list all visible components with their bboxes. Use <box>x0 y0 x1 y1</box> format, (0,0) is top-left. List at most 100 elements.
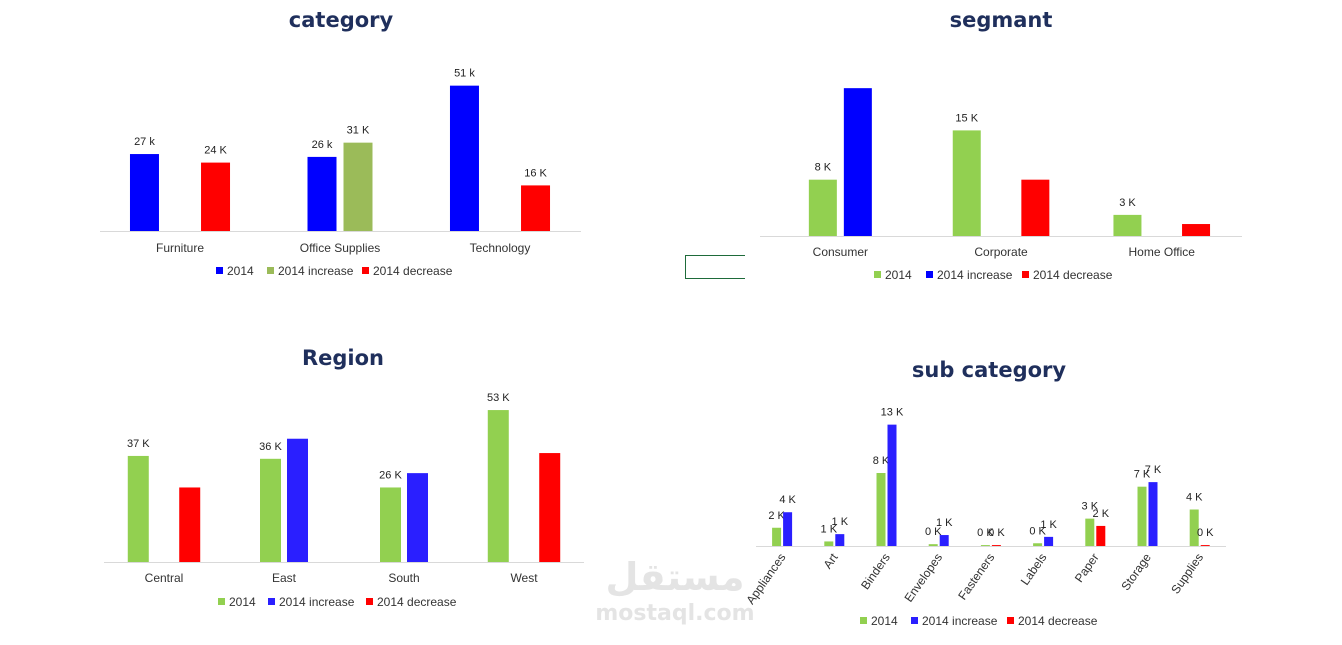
bar-subcategory-supplies-2014 <box>1189 509 1199 546</box>
data-label-subcategory-art-2014: 1 K <box>821 523 838 535</box>
data-label-subcategory-labels-2014-increase: 1 K <box>1040 519 1057 531</box>
data-label-subcategory-binders-2014: 8 K <box>873 455 890 467</box>
category-label-category-technology: Technology <box>470 241 531 255</box>
data-label-subcategory-fasteners-2014: 0 K <box>977 527 994 539</box>
legend-label-region-2014: 2014 <box>229 595 256 609</box>
category-svg: category 27 k 24 K Furniture 26 k 31 K Office … <box>100 8 581 278</box>
legend-swatch-subcategory-2014-increase <box>911 617 918 624</box>
category-label-segment-consumer: Consumer <box>813 245 868 259</box>
bar-subcategory-labels-2014-increase <box>1044 536 1054 546</box>
bar-segment-consumer-2014 <box>808 179 837 236</box>
data-label-subcategory-appliances-2014: 2 K <box>768 510 785 522</box>
bar-region-west-2014 <box>487 410 509 562</box>
bar-subcategory-art-2014 <box>824 541 834 546</box>
selection-frame <box>685 255 745 279</box>
category-label-subcategory-paper: Paper <box>1072 551 1102 585</box>
legend-swatch-subcategory-2014-decrease <box>1007 617 1014 624</box>
region-title: Region <box>302 346 384 370</box>
data-label-region-west-2014: 53 K <box>487 392 510 404</box>
bar-category-furniture-2014 <box>129 154 159 231</box>
bar-region-east-2014-increase <box>287 438 308 562</box>
bar-segment-home-office-2014-decrease <box>1182 224 1211 236</box>
category-label-region-east: East <box>272 571 297 585</box>
category-label-category-office-supplies: Office Supplies <box>300 241 381 255</box>
data-label-subcategory-fasteners-2014-decrease: 0 K <box>988 527 1005 539</box>
bar-region-west-2014-decrease <box>539 453 561 562</box>
legend-swatch-segment-2014-decrease <box>1022 271 1029 278</box>
data-label-subcategory-envelopes-2014-increase: 1 K <box>936 517 953 529</box>
legend-label-segment-2014-increase: 2014 increase <box>937 268 1013 282</box>
bar-subcategory-fasteners-2014 <box>980 545 990 546</box>
bar-subcategory-envelopes-2014-increase <box>939 535 949 546</box>
data-label-subcategory-labels-2014: 0 K <box>1029 525 1046 537</box>
legend-label-category-2014: 2014 <box>227 264 254 278</box>
bar-segment-consumer-2014-increase <box>843 88 872 236</box>
category-label-subcategory-fasteners: Fasteners <box>955 551 997 603</box>
watermark-logo: مستقل mostaql.com <box>595 555 755 626</box>
data-label-segment-home-office-2014: 3 K <box>1119 197 1136 209</box>
category-label-subcategory-art: Art <box>820 550 841 571</box>
category-label-subcategory-binders: Binders <box>858 551 893 592</box>
chart-segment: segmant 8 K Consumer 15 K Corporate 3 K Home O… <box>660 0 1342 300</box>
bar-subcategory-art-2014-increase <box>835 534 845 546</box>
bar-subcategory-appliances-2014 <box>772 527 782 546</box>
bar-subcategory-storage-2014-increase <box>1148 482 1158 546</box>
bar-segment-corporate-2014 <box>952 130 981 236</box>
legend-label-subcategory-2014-decrease: 2014 decrease <box>1018 614 1098 628</box>
bar-category-technology-2014 <box>449 85 479 232</box>
bar-region-south-2014 <box>380 487 401 562</box>
category-label-region-central: Central <box>145 571 184 585</box>
data-label-subcategory-storage-2014: 7 K <box>1134 469 1151 481</box>
data-label-subcategory-supplies-2014: 4 K <box>1186 492 1203 504</box>
legend-swatch-category-2014-decrease <box>362 267 369 274</box>
data-label-category-office-supplies-2014-increase: 31 K <box>347 125 370 137</box>
legend-swatch-segment-2014-increase <box>926 271 933 278</box>
data-label-subcategory-paper-2014: 3 K <box>1082 501 1099 513</box>
legend-label-category-2014-increase: 2014 increase <box>278 264 354 278</box>
legend-label-region-2014-increase: 2014 increase <box>279 595 355 609</box>
data-label-subcategory-paper-2014-decrease: 2 K <box>1093 508 1110 520</box>
legend-label-segment-2014: 2014 <box>885 268 912 282</box>
bar-subcategory-binders-2014 <box>876 473 886 546</box>
bar-subcategory-binders-2014-increase <box>887 424 897 546</box>
legend-swatch-region-2014 <box>218 598 225 605</box>
legend-swatch-segment-2014 <box>874 271 881 278</box>
legend-label-subcategory-2014: 2014 <box>871 614 898 628</box>
category-label-region-south: South <box>388 571 419 585</box>
subcategory-title: sub category <box>912 358 1067 382</box>
legend-swatch-region-2014-decrease <box>366 598 373 605</box>
bar-category-office-supplies-2014 <box>307 156 337 231</box>
category-label-segment-corporate: Corporate <box>974 245 1028 259</box>
bar-region-south-2014-increase <box>407 473 428 562</box>
category-label-subcategory-envelopes: Envelopes <box>902 551 946 605</box>
bar-subcategory-fasteners-2014-decrease <box>991 545 1001 546</box>
data-label-subcategory-appliances-2014-increase: 4 K <box>779 494 796 506</box>
data-label-category-furniture-2014: 27 k <box>134 136 155 148</box>
bar-region-east-2014 <box>260 458 281 562</box>
category-label-subcategory-supplies: Supplies <box>1168 551 1206 597</box>
segment-title: segmant <box>950 8 1053 32</box>
legend-label-subcategory-2014-increase: 2014 increase <box>922 614 998 628</box>
data-label-category-office-supplies-2014: 26 k <box>312 139 333 151</box>
data-label-subcategory-supplies-2014-decrease: 0 K <box>1197 527 1214 539</box>
bar-subcategory-appliances-2014-increase <box>783 512 793 546</box>
bar-subcategory-storage-2014 <box>1137 486 1147 546</box>
data-label-subcategory-envelopes-2014: 0 K <box>925 526 942 538</box>
data-label-subcategory-binders-2014-increase: 13 K <box>881 407 904 419</box>
legend-swatch-region-2014-increase <box>268 598 275 605</box>
bar-subcategory-envelopes-2014 <box>928 544 938 546</box>
data-label-subcategory-art-2014-increase: 1 K <box>832 516 849 528</box>
data-label-category-technology-2014: 51 k <box>454 68 475 80</box>
legend-label-category-2014-decrease: 2014 decrease <box>373 264 453 278</box>
category-label-subcategory-labels: Labels <box>1018 551 1050 588</box>
bar-segment-corporate-2014-decrease <box>1021 179 1050 236</box>
category-label-region-west: West <box>510 571 538 585</box>
data-label-segment-corporate-2014: 15 K <box>955 112 978 124</box>
bar-subcategory-paper-2014 <box>1085 518 1095 546</box>
legend-swatch-category-2014 <box>216 267 223 274</box>
segment-svg: segmant 8 K Consumer 15 K Corporate 3 K Home O… <box>760 8 1242 282</box>
data-label-region-south-2014: 26 K <box>379 469 402 481</box>
category-label-subcategory-storage: Storage <box>1118 550 1154 593</box>
